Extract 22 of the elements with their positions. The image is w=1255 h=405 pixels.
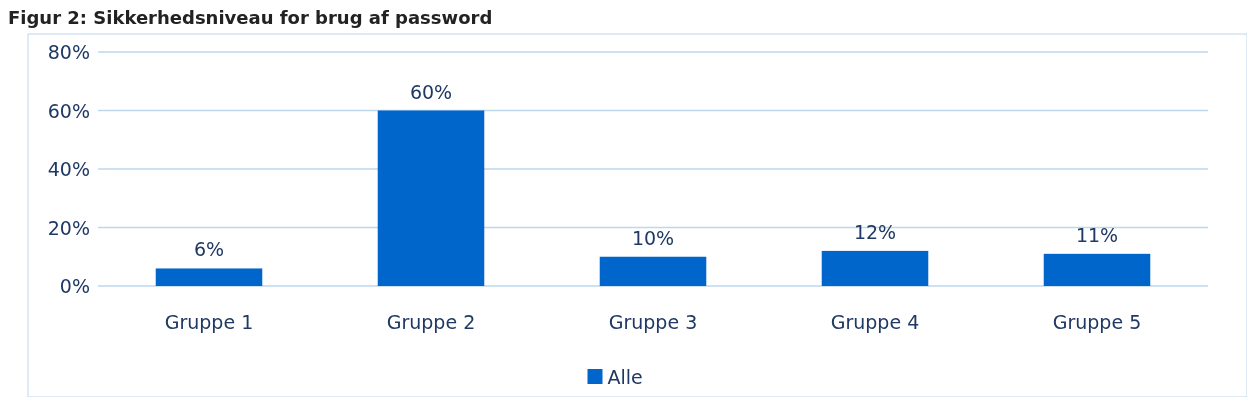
legend-label: Alle — [607, 366, 643, 388]
chart-title: Figur 2: Sikkerhedsniveau for brug af password — [8, 7, 493, 28]
y-tick-label: 80% — [47, 41, 90, 63]
bar — [155, 268, 263, 286]
x-tick-label: Gruppe 5 — [1052, 311, 1142, 333]
y-tick-label: 0% — [59, 275, 90, 297]
y-tick-label: 60% — [47, 99, 90, 122]
x-tick-label: Gruppe 4 — [830, 311, 920, 333]
bar — [377, 110, 485, 286]
y-tick-label: 20% — [47, 216, 90, 239]
bar — [1043, 253, 1151, 286]
bar — [599, 256, 707, 286]
x-tick-label: Gruppe 1 — [164, 311, 254, 333]
data-label: 12% — [853, 220, 897, 243]
data-label: 10% — [631, 226, 675, 249]
data-label: 60% — [409, 80, 453, 103]
x-tick-label: Gruppe 2 — [386, 311, 476, 333]
x-tick-label: Gruppe 3 — [608, 311, 698, 333]
data-label: 6% — [193, 238, 225, 261]
data-label: 11% — [1075, 223, 1119, 246]
y-tick-label: 40% — [47, 158, 90, 180]
bar — [821, 250, 929, 286]
